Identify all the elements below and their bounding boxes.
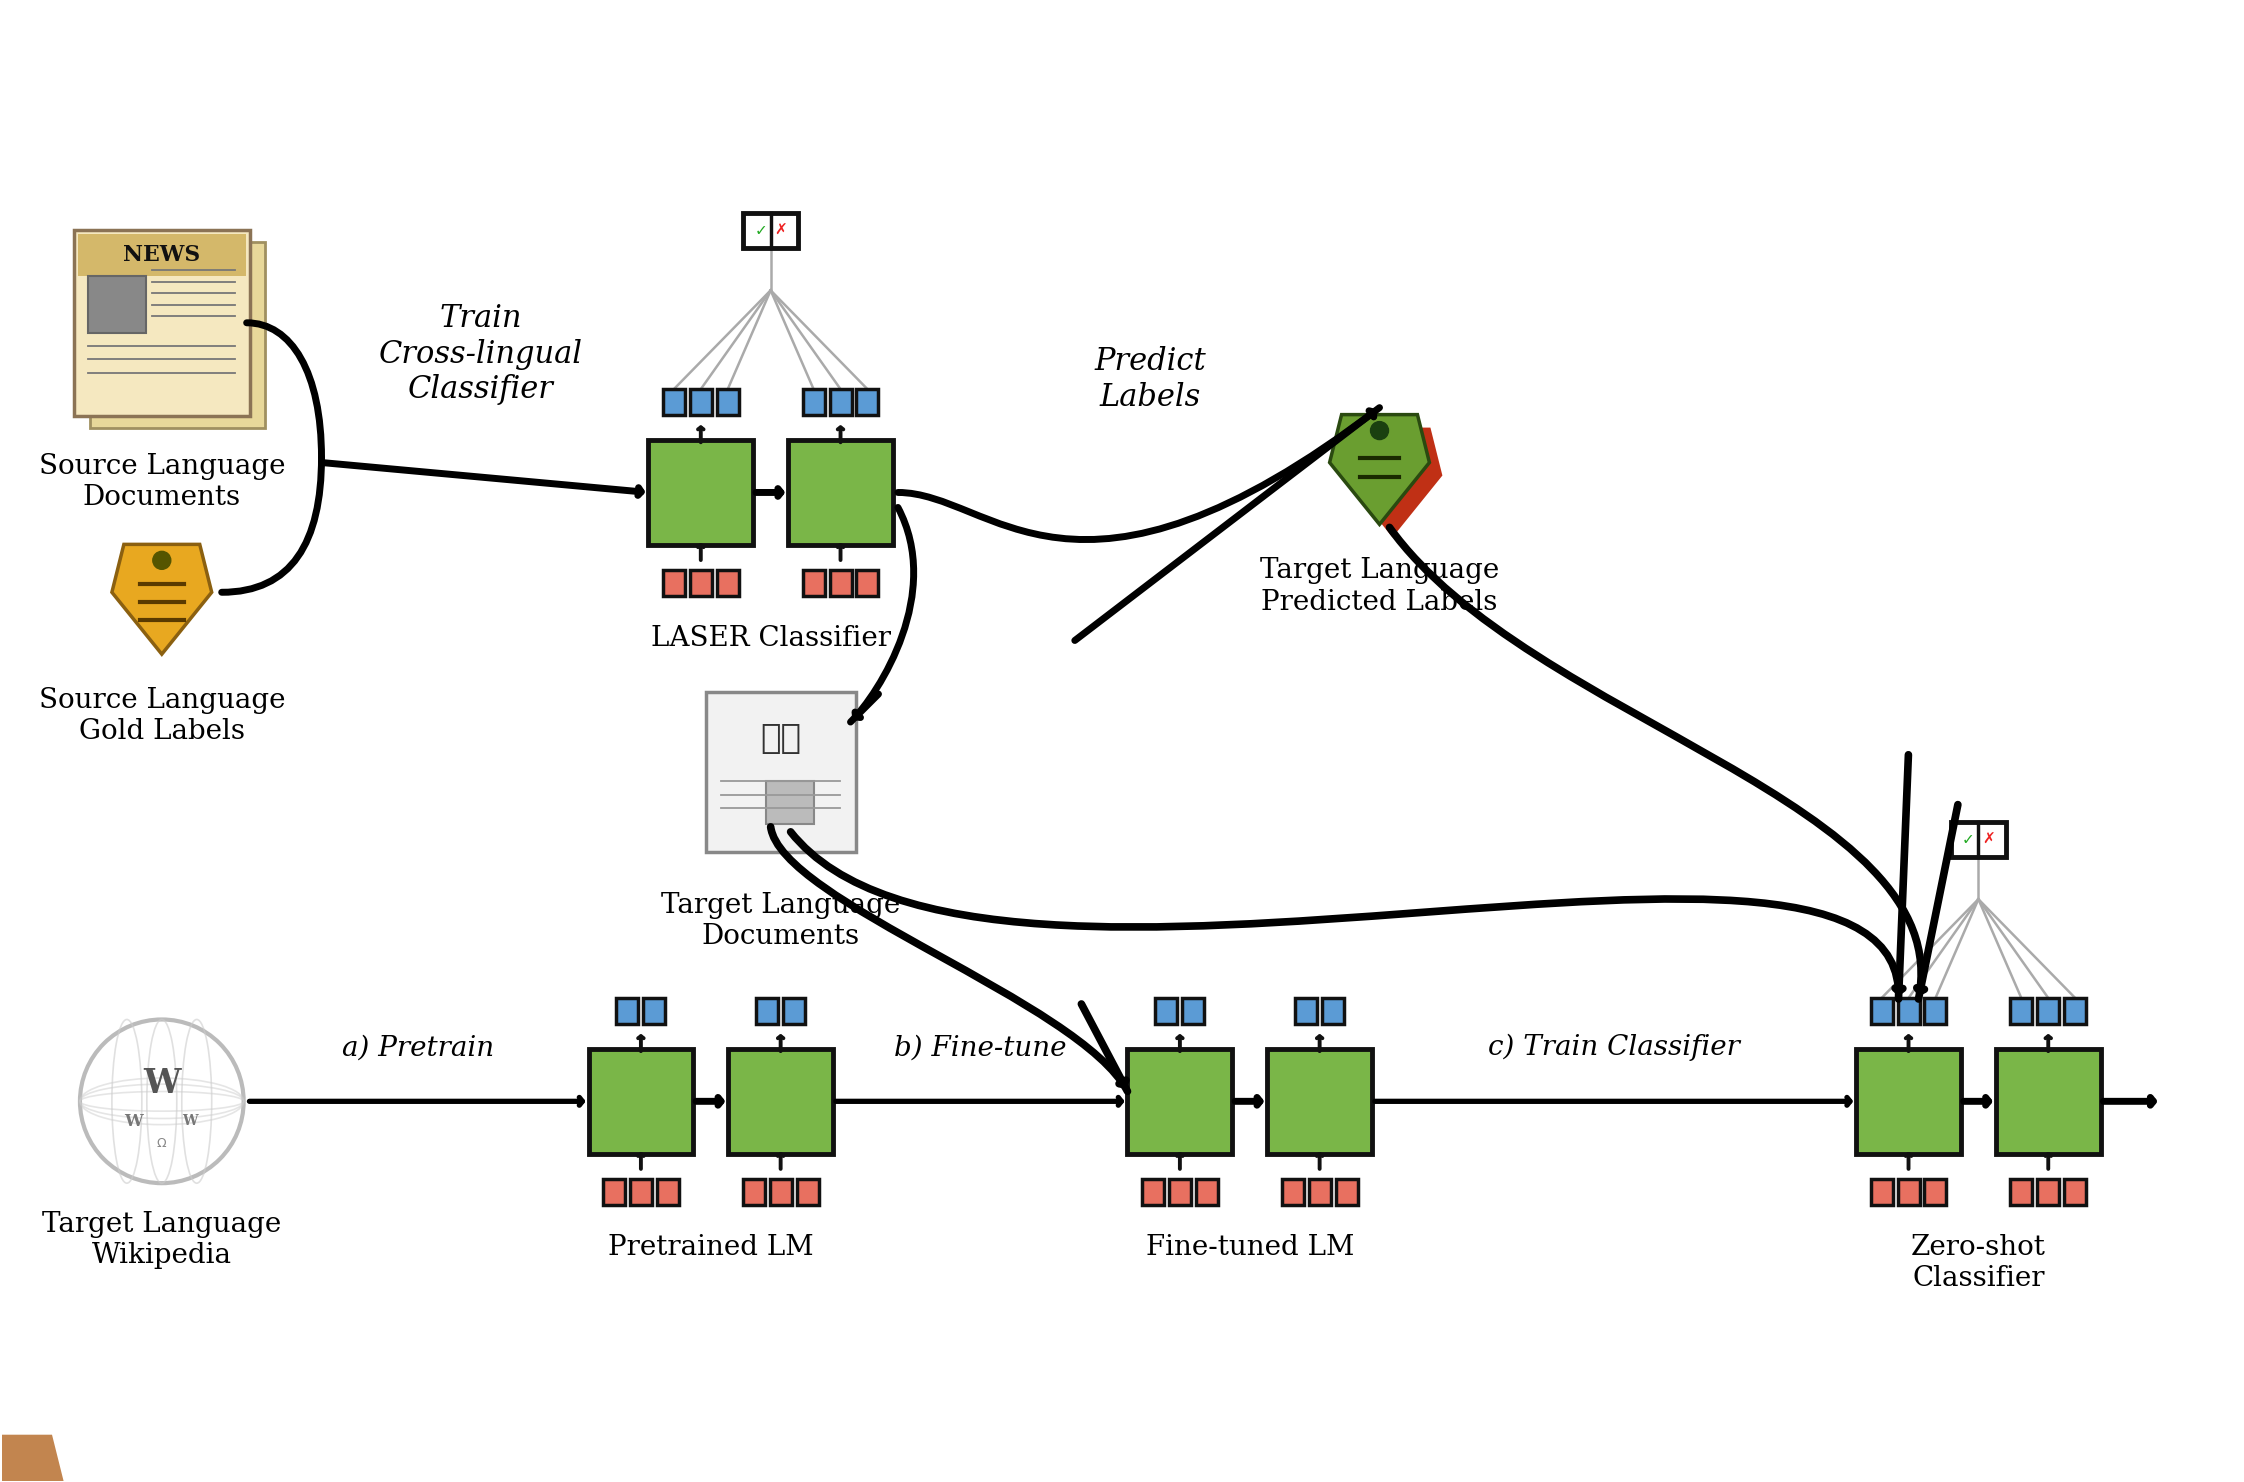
Text: W: W xyxy=(182,1114,197,1128)
Polygon shape xyxy=(0,1435,65,1482)
FancyBboxPatch shape xyxy=(1156,997,1178,1024)
FancyBboxPatch shape xyxy=(1295,997,1317,1024)
Text: Train
Cross-lingual
Classifier: Train Cross-lingual Classifier xyxy=(379,302,583,406)
FancyBboxPatch shape xyxy=(1142,1178,1165,1205)
FancyBboxPatch shape xyxy=(689,390,711,415)
FancyBboxPatch shape xyxy=(1950,823,2006,857)
FancyBboxPatch shape xyxy=(662,390,684,415)
FancyBboxPatch shape xyxy=(857,390,877,415)
FancyBboxPatch shape xyxy=(803,569,824,596)
Circle shape xyxy=(81,1020,245,1183)
FancyBboxPatch shape xyxy=(588,1049,693,1153)
FancyBboxPatch shape xyxy=(90,242,265,428)
Circle shape xyxy=(153,551,171,569)
Text: c) Train Classifier: c) Train Classifier xyxy=(1488,1034,1739,1061)
Polygon shape xyxy=(1331,415,1429,525)
Circle shape xyxy=(1371,421,1389,440)
Polygon shape xyxy=(112,544,211,654)
FancyBboxPatch shape xyxy=(1268,1049,1371,1153)
FancyBboxPatch shape xyxy=(1925,997,1946,1024)
Polygon shape xyxy=(1342,428,1443,538)
Text: 新聞: 新聞 xyxy=(761,723,801,754)
FancyBboxPatch shape xyxy=(729,1049,833,1153)
FancyBboxPatch shape xyxy=(1196,1178,1218,1205)
FancyBboxPatch shape xyxy=(1898,997,1919,1024)
FancyBboxPatch shape xyxy=(2064,1178,2087,1205)
Text: Target Language
Predicted Labels: Target Language Predicted Labels xyxy=(1259,557,1499,615)
FancyBboxPatch shape xyxy=(743,1178,765,1205)
FancyBboxPatch shape xyxy=(631,1178,653,1205)
Text: Target Language
Documents: Target Language Documents xyxy=(662,892,900,950)
FancyBboxPatch shape xyxy=(1308,1178,1331,1205)
Text: b) Fine-tune: b) Fine-tune xyxy=(893,1034,1066,1061)
FancyBboxPatch shape xyxy=(2038,1178,2060,1205)
FancyBboxPatch shape xyxy=(788,440,893,545)
FancyBboxPatch shape xyxy=(770,1178,792,1205)
Text: Zero-shot
Classifier: Zero-shot Classifier xyxy=(1912,1233,2047,1292)
FancyBboxPatch shape xyxy=(2011,997,2033,1024)
FancyBboxPatch shape xyxy=(857,569,877,596)
Text: W: W xyxy=(144,1067,180,1100)
FancyBboxPatch shape xyxy=(830,390,850,415)
FancyBboxPatch shape xyxy=(2011,1178,2033,1205)
Text: LASER Classifier: LASER Classifier xyxy=(651,625,891,652)
FancyBboxPatch shape xyxy=(1322,997,1344,1024)
FancyBboxPatch shape xyxy=(1856,1049,1961,1153)
FancyBboxPatch shape xyxy=(716,569,738,596)
FancyBboxPatch shape xyxy=(767,781,815,824)
Text: Ω: Ω xyxy=(157,1137,166,1150)
FancyBboxPatch shape xyxy=(783,997,806,1024)
FancyBboxPatch shape xyxy=(604,1178,624,1205)
Text: Pretrained LM: Pretrained LM xyxy=(608,1233,815,1261)
FancyBboxPatch shape xyxy=(662,569,684,596)
FancyBboxPatch shape xyxy=(644,997,666,1024)
FancyBboxPatch shape xyxy=(2064,997,2087,1024)
Text: ✓: ✓ xyxy=(1961,831,1975,846)
Text: a) Pretrain: a) Pretrain xyxy=(341,1034,494,1061)
FancyBboxPatch shape xyxy=(1995,1049,2100,1153)
FancyBboxPatch shape xyxy=(797,1178,819,1205)
FancyBboxPatch shape xyxy=(2038,997,2060,1024)
FancyBboxPatch shape xyxy=(1871,997,1892,1024)
FancyBboxPatch shape xyxy=(657,1178,680,1205)
FancyBboxPatch shape xyxy=(1169,1178,1192,1205)
Text: ✗: ✗ xyxy=(1981,831,1995,846)
FancyBboxPatch shape xyxy=(1281,1178,1304,1205)
FancyBboxPatch shape xyxy=(1898,1178,1919,1205)
FancyBboxPatch shape xyxy=(756,997,779,1024)
FancyBboxPatch shape xyxy=(79,234,245,276)
FancyBboxPatch shape xyxy=(743,213,799,247)
Text: Target Language
Wikipedia: Target Language Wikipedia xyxy=(43,1211,280,1269)
FancyBboxPatch shape xyxy=(617,997,637,1024)
FancyBboxPatch shape xyxy=(1126,1049,1232,1153)
FancyBboxPatch shape xyxy=(1335,1178,1358,1205)
Text: NEWS: NEWS xyxy=(123,243,200,265)
Text: Source Language
Gold Labels: Source Language Gold Labels xyxy=(38,688,285,745)
FancyBboxPatch shape xyxy=(689,569,711,596)
Text: W: W xyxy=(123,1113,144,1129)
Text: ✓: ✓ xyxy=(754,222,767,239)
FancyBboxPatch shape xyxy=(705,692,855,852)
FancyBboxPatch shape xyxy=(649,440,754,545)
Text: Fine-tuned LM: Fine-tuned LM xyxy=(1147,1233,1353,1261)
Text: Source Language
Documents: Source Language Documents xyxy=(38,452,285,511)
Text: Predict
Labels: Predict Labels xyxy=(1095,345,1205,412)
FancyBboxPatch shape xyxy=(1183,997,1205,1024)
FancyBboxPatch shape xyxy=(74,230,249,416)
FancyBboxPatch shape xyxy=(88,276,146,333)
Text: ✗: ✗ xyxy=(774,222,788,239)
FancyBboxPatch shape xyxy=(1871,1178,1892,1205)
FancyBboxPatch shape xyxy=(716,390,738,415)
FancyBboxPatch shape xyxy=(1925,1178,1946,1205)
FancyBboxPatch shape xyxy=(830,569,850,596)
FancyBboxPatch shape xyxy=(803,390,824,415)
